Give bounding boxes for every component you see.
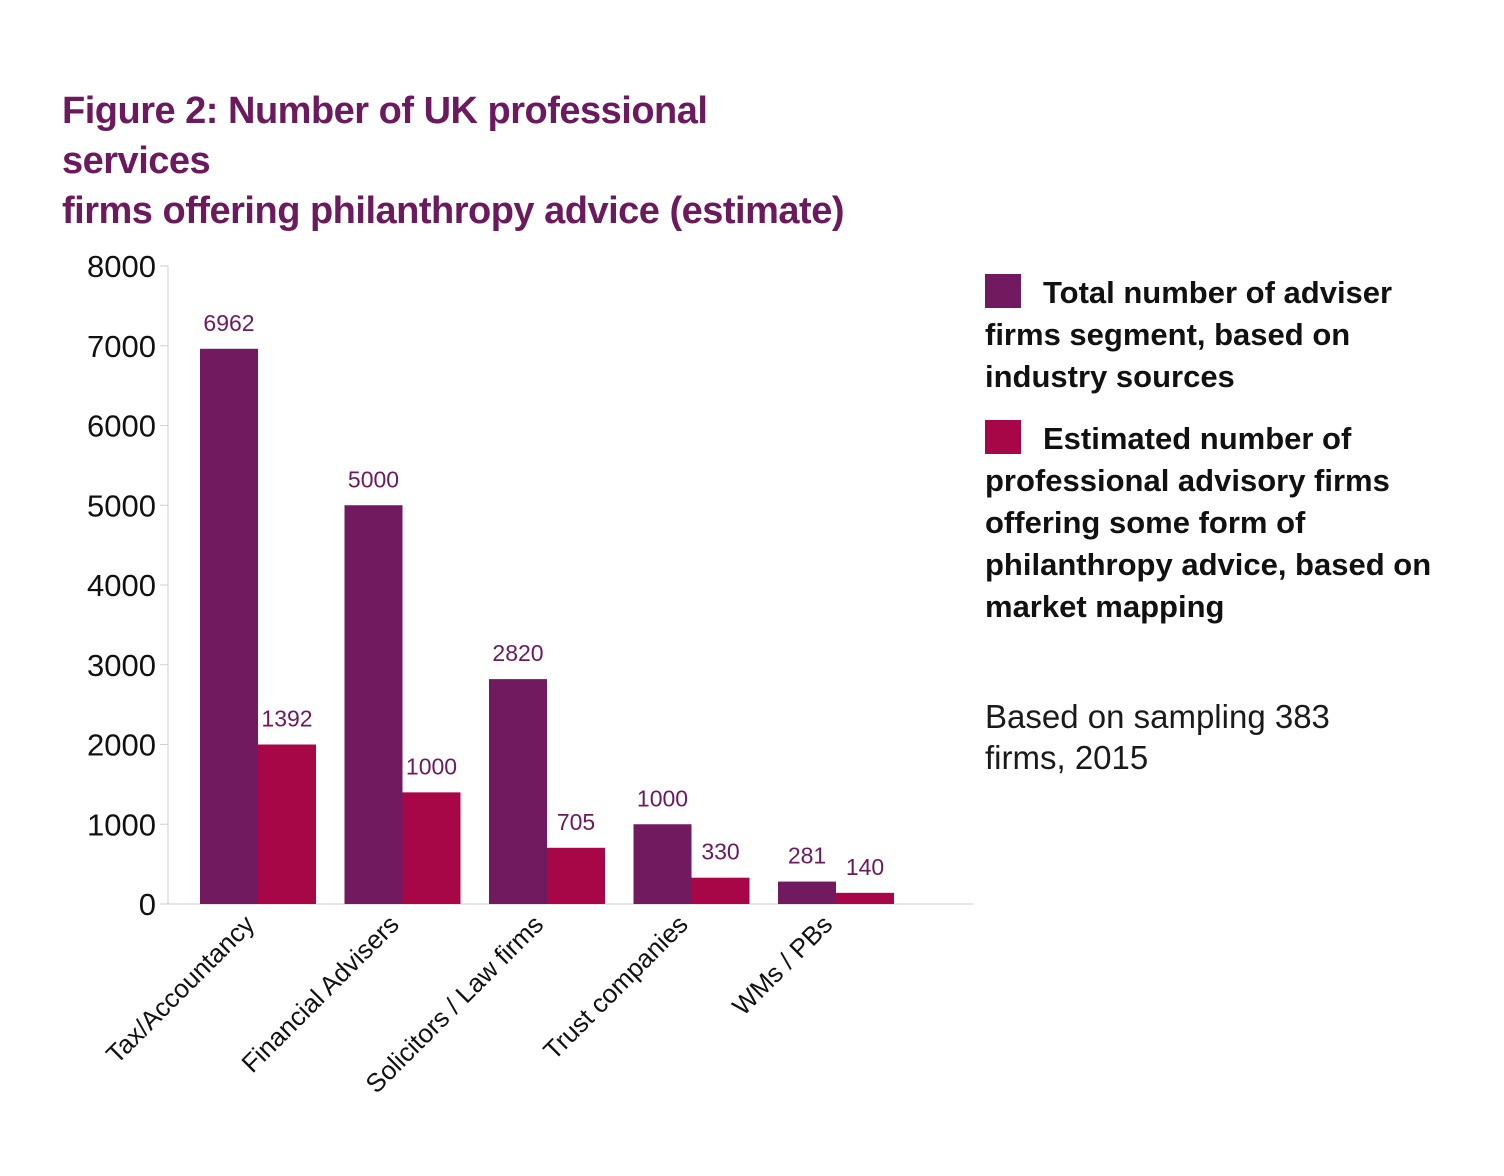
y-tick-label: 5000 (87, 488, 156, 523)
category-label: Financial Advisers (235, 909, 404, 1078)
chart-title-line-2: firms offering philanthropy advice (esti… (62, 190, 844, 232)
bar-chart: 0 1000 2000 3000 4000 5000 6000 7000 8000 6962 13… (87, 249, 973, 1099)
chart-title: Figure 2: Number of UK professional serv… (62, 86, 862, 236)
bar-philanthropy (402, 792, 461, 904)
y-tick-label: 6000 (87, 409, 156, 444)
y-tick-label: 3000 (87, 648, 156, 683)
bar-total (778, 881, 836, 904)
legend-label-philanthropy-firms: Estimated number of professional advisor… (985, 421, 1432, 624)
bar-philanthropy (836, 892, 894, 904)
bars (200, 348, 894, 904)
data-label: 281 (788, 843, 826, 869)
category-label: Trust companies (537, 909, 693, 1065)
legend-label-total-firms: Total number of adviser firms segment, b… (985, 275, 1393, 394)
data-label: 705 (557, 809, 595, 835)
y-tick-label: 2000 (87, 728, 156, 763)
category-label: WMs / PBs (726, 909, 838, 1021)
data-label: 5000 (348, 466, 399, 492)
bar-total (344, 505, 403, 904)
y-tick-label: 0 (139, 887, 156, 922)
legend-swatch-philanthropy-firms (985, 420, 1021, 454)
bar-philanthropy (258, 744, 316, 904)
data-label: 140 (846, 854, 884, 880)
value-labels: 6962 1392 5000 1000 2820 705 1000 330 281 140 (203, 310, 884, 880)
y-tick-label: 1000 (87, 807, 156, 842)
legend: Total number of adviser firms segment, b… (985, 272, 1455, 648)
y-axis: 0 1000 2000 3000 4000 5000 6000 7000 8000 (87, 249, 169, 922)
data-label: 330 (701, 839, 739, 865)
y-tick-label: 7000 (87, 329, 156, 364)
category-label: Tax/Accountancy (100, 909, 260, 1069)
data-label: 2820 (492, 640, 543, 666)
y-tick-label: 4000 (87, 568, 156, 603)
bar-philanthropy (691, 877, 750, 904)
bar-total (633, 824, 692, 904)
data-label: 6962 (203, 310, 254, 336)
legend-item-philanthropy-firms: Estimated number of professional advisor… (985, 418, 1455, 628)
chart-title-line-1: Figure 2: Number of UK professional serv… (62, 90, 708, 182)
sampling-note: Based on sampling 383 firms, 2015 (985, 698, 1330, 776)
data-label: 1000 (637, 785, 688, 811)
bar-philanthropy (547, 847, 605, 904)
bar-total (489, 679, 547, 904)
y-tick-label: 8000 (87, 249, 156, 284)
legend-item-total-firms: Total number of adviser firms segment, b… (985, 272, 1455, 398)
legend-swatch-total-firms (985, 274, 1021, 308)
data-label: 1000 (406, 753, 457, 779)
data-label: 1392 (261, 706, 312, 732)
bar-total (200, 348, 258, 904)
